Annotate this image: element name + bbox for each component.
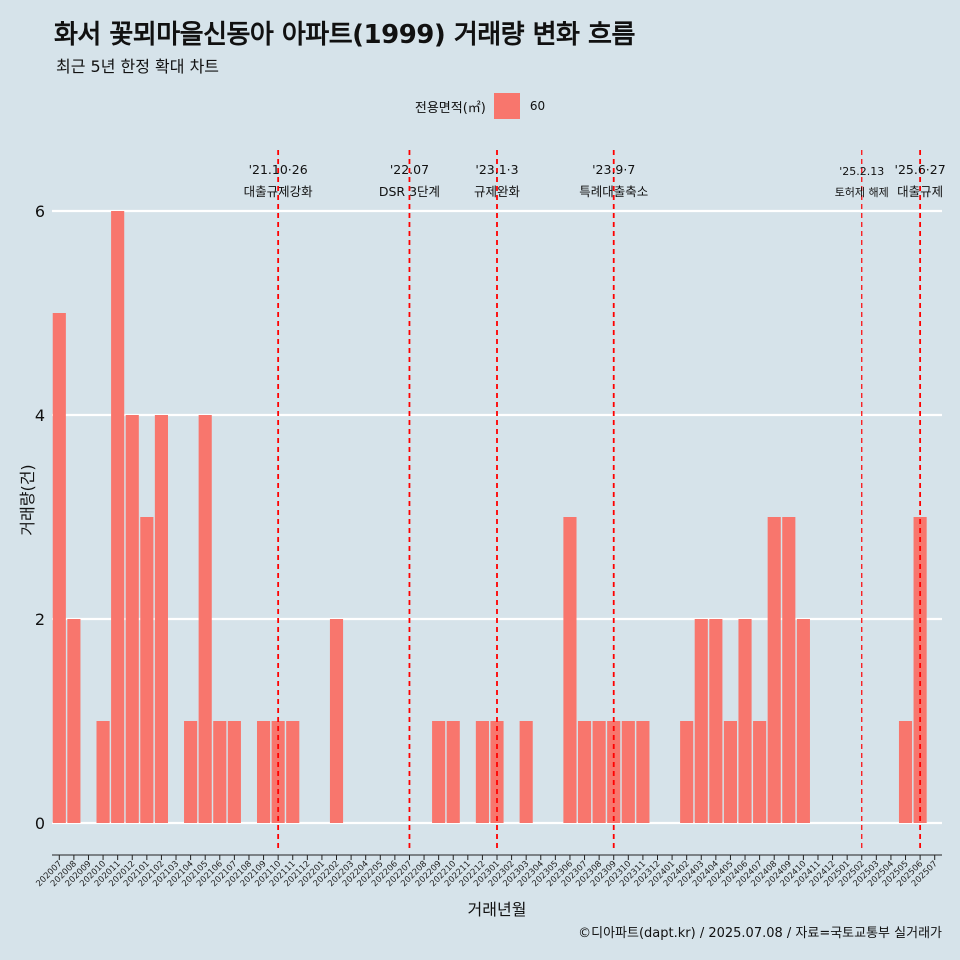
event-text-label: 토허제 해제 [835,185,889,199]
y-tick-label: 4 [35,406,45,425]
legend-title: 전용면적(㎡) [414,100,486,116]
event-date-label: '25.6·27 [895,162,946,177]
bar [227,721,241,823]
bar [432,721,446,823]
bar [753,721,767,823]
event-date-label: '23.1·3 [475,162,518,177]
y-axis-title: 거래량(건) [18,464,37,535]
bar [475,721,489,823]
event-text-label: DSR 3단계 [379,184,440,199]
bar [198,415,212,823]
y-tick-label: 2 [35,610,45,629]
bar [680,721,694,823]
event-text-label: 대출규제 [897,184,943,199]
bar [709,619,723,823]
legend: 전용면적(㎡) 60 [0,93,960,119]
bar [184,721,198,823]
chart-subtitle: 최근 5년 한정 확대 차트 [56,57,220,76]
event-date-label: '22.07 [390,162,429,177]
bar [154,415,168,823]
bar [694,619,708,823]
bar [125,415,139,823]
bar [723,721,738,823]
bar [782,517,796,823]
bar [796,619,810,823]
y-tick-label: 0 [35,814,45,833]
bar [913,517,927,823]
y-tick-label: 6 [35,202,45,221]
event-text-label: 대출규제강화 [244,184,314,199]
legend-swatch [493,93,520,119]
event-date-label: '21.10·26 [249,162,308,177]
event-date-label: '23.9·7 [592,162,635,177]
bar [738,619,752,823]
bar [256,721,271,823]
bar [519,721,533,823]
legend-item-label: 60 [529,99,546,113]
bar [446,721,460,823]
bar [636,721,650,823]
bar [898,721,913,823]
event-text-label: 특례대출축소 [579,184,648,199]
source-caption: ©디아파트(dapt.kr) / 2025.07.08 / 자료=국토교통부 실… [578,926,942,941]
bar [213,721,227,823]
x-axis-title: 거래년월 [468,900,527,919]
event-text-label: 규제완화 [474,184,521,199]
bar [329,619,344,823]
bar [286,721,300,823]
event-date-label: '25.2.13 [839,165,884,178]
bar [621,721,635,823]
bar [67,619,81,823]
bar [767,517,781,823]
bar [52,313,66,823]
bar [140,517,154,823]
bar [96,721,110,823]
bar [111,211,125,823]
bar [592,721,606,823]
bar [577,721,592,823]
bar [563,517,577,823]
chart-title: 화서 꽃뫼마을신동아 아파트(1999) 거래량 변화 흐름 [54,20,635,50]
